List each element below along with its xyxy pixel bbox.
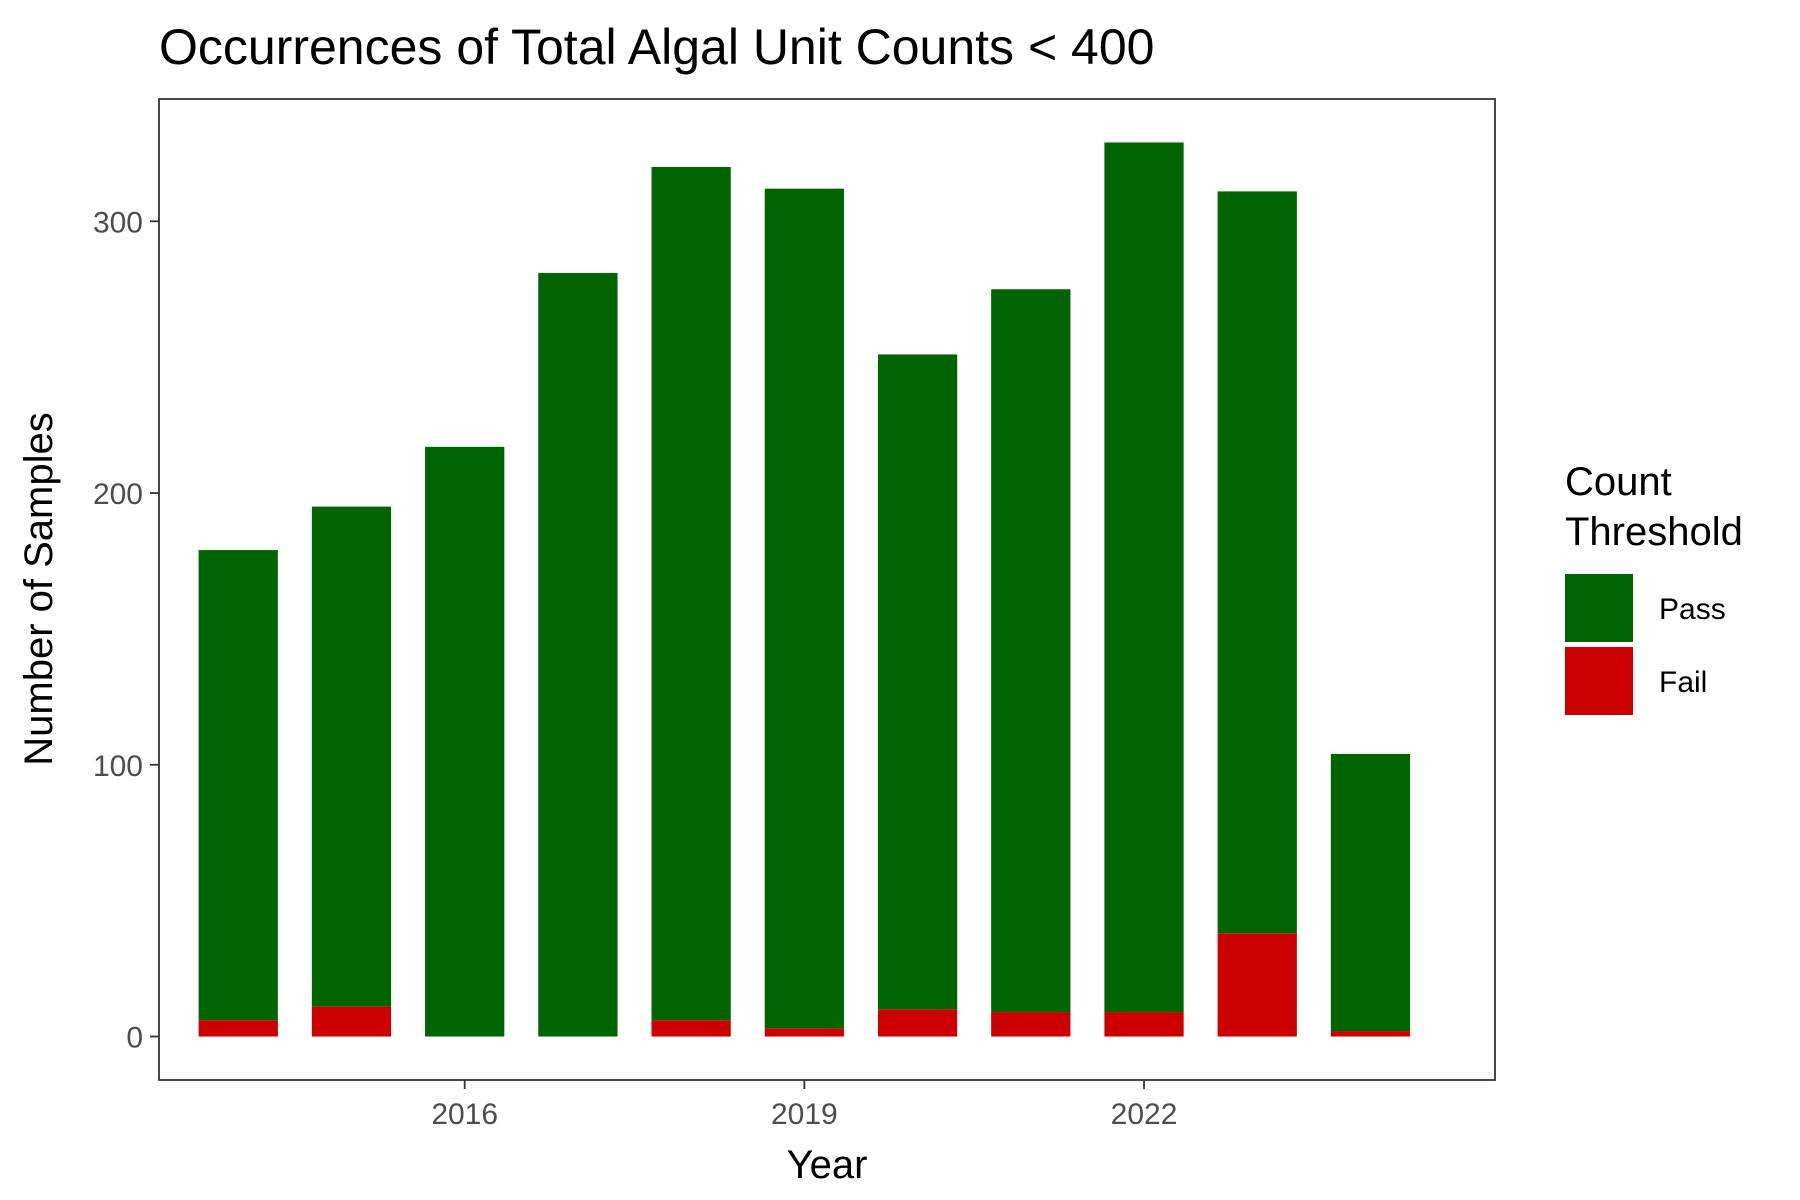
bar-fail-2021 bbox=[991, 1012, 1071, 1037]
bar-fail-2022 bbox=[1104, 1012, 1184, 1037]
legend-label-fail: Fail bbox=[1659, 666, 1707, 699]
bar-fail-2023 bbox=[1217, 933, 1297, 1037]
legend-title: Count Threshold bbox=[1565, 460, 1743, 554]
legend: Count Threshold Pass Fail bbox=[1565, 460, 1743, 715]
bar-pass-2024 bbox=[1330, 753, 1411, 1032]
bar-pass-2018 bbox=[651, 166, 731, 1021]
legend-label-pass: Pass bbox=[1659, 593, 1726, 626]
bar-pass-2019 bbox=[764, 188, 844, 1029]
plot-panel-border bbox=[158, 98, 1496, 1081]
bar-fail-2015 bbox=[311, 1006, 392, 1037]
bar-pass-2016 bbox=[425, 446, 505, 1037]
legend-title-line-2: Threshold bbox=[1565, 510, 1743, 554]
bar-pass-2015 bbox=[311, 506, 392, 1007]
bar-pass-2020 bbox=[877, 354, 958, 1010]
legend-key-fail bbox=[1565, 647, 1633, 715]
bar-fail-2014 bbox=[198, 1020, 278, 1037]
bar-pass-2021 bbox=[991, 289, 1071, 1013]
chart-title: Occurrences of Total Algal Unit Counts <… bbox=[159, 19, 1154, 75]
legend-title-line-1: Count bbox=[1565, 460, 1672, 504]
bar-pass-2023 bbox=[1217, 191, 1297, 934]
bar-fail-2020 bbox=[877, 1009, 958, 1037]
y-tick-label-0: 0 bbox=[126, 1022, 143, 1055]
bar-fail-2024 bbox=[1330, 1031, 1411, 1037]
y-tick-label-100: 100 bbox=[93, 750, 143, 783]
y-axis: 0 100 200 300 bbox=[93, 206, 159, 1055]
y-tick-label-300: 300 bbox=[93, 206, 143, 239]
legend-key-pass bbox=[1565, 574, 1633, 642]
x-axis: 2016 2019 2022 bbox=[431, 1080, 1177, 1131]
x-tick-label-2019: 2019 bbox=[771, 1098, 838, 1131]
x-axis-title: Year bbox=[787, 1143, 868, 1187]
y-tick-label-200: 200 bbox=[93, 478, 143, 511]
bar-pass-2014 bbox=[198, 550, 278, 1021]
legend-items: Pass Fail bbox=[1565, 574, 1726, 715]
x-tick-label-2022: 2022 bbox=[1111, 1098, 1178, 1131]
bar-pass-2022 bbox=[1104, 142, 1184, 1013]
bar-fail-2019 bbox=[764, 1028, 844, 1037]
bar-pass-2017 bbox=[538, 272, 618, 1037]
y-axis-title: Number of Samples bbox=[17, 412, 61, 765]
x-tick-label-2016: 2016 bbox=[431, 1098, 498, 1131]
bars-group bbox=[198, 142, 1411, 1037]
bar-fail-2018 bbox=[651, 1020, 731, 1037]
